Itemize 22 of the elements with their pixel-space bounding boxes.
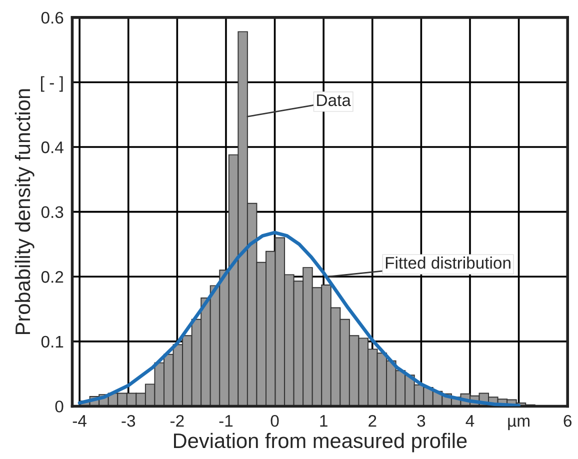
x-tick-label: -3 — [122, 414, 136, 427]
y-axis-title: Probability density function — [14, 89, 34, 334]
y-tick-label: 0.6 — [41, 12, 64, 24]
x-tick-label: 4 — [466, 415, 474, 427]
y-tick-label: 0.2 — [41, 271, 64, 283]
annotation: Fitted distribution — [386, 256, 510, 269]
y-tick-label: 0.3 — [41, 206, 64, 218]
x-tick-label: -2 — [170, 414, 184, 427]
y-tick-label: [ - ] — [41, 76, 63, 92]
y-tick-label: 0 — [55, 400, 64, 412]
x-tick-label: 0 — [270, 414, 279, 427]
x-tick-label: 1 — [320, 415, 328, 427]
x-tick-label: 3 — [417, 414, 426, 427]
x-tick-label: 2 — [368, 414, 376, 427]
x-tick-label: 6 — [564, 414, 572, 427]
x-axis-title: Deviation from measured profile — [174, 432, 467, 452]
x-tick-label: -4 — [72, 415, 86, 427]
y-tick-label: 0.4 — [41, 141, 64, 154]
annotation: Data — [317, 94, 351, 106]
x-tick-label: -1 — [219, 415, 233, 427]
x-tick-label: µm — [508, 418, 530, 430]
y-tick-label: 0.1 — [41, 336, 64, 348]
